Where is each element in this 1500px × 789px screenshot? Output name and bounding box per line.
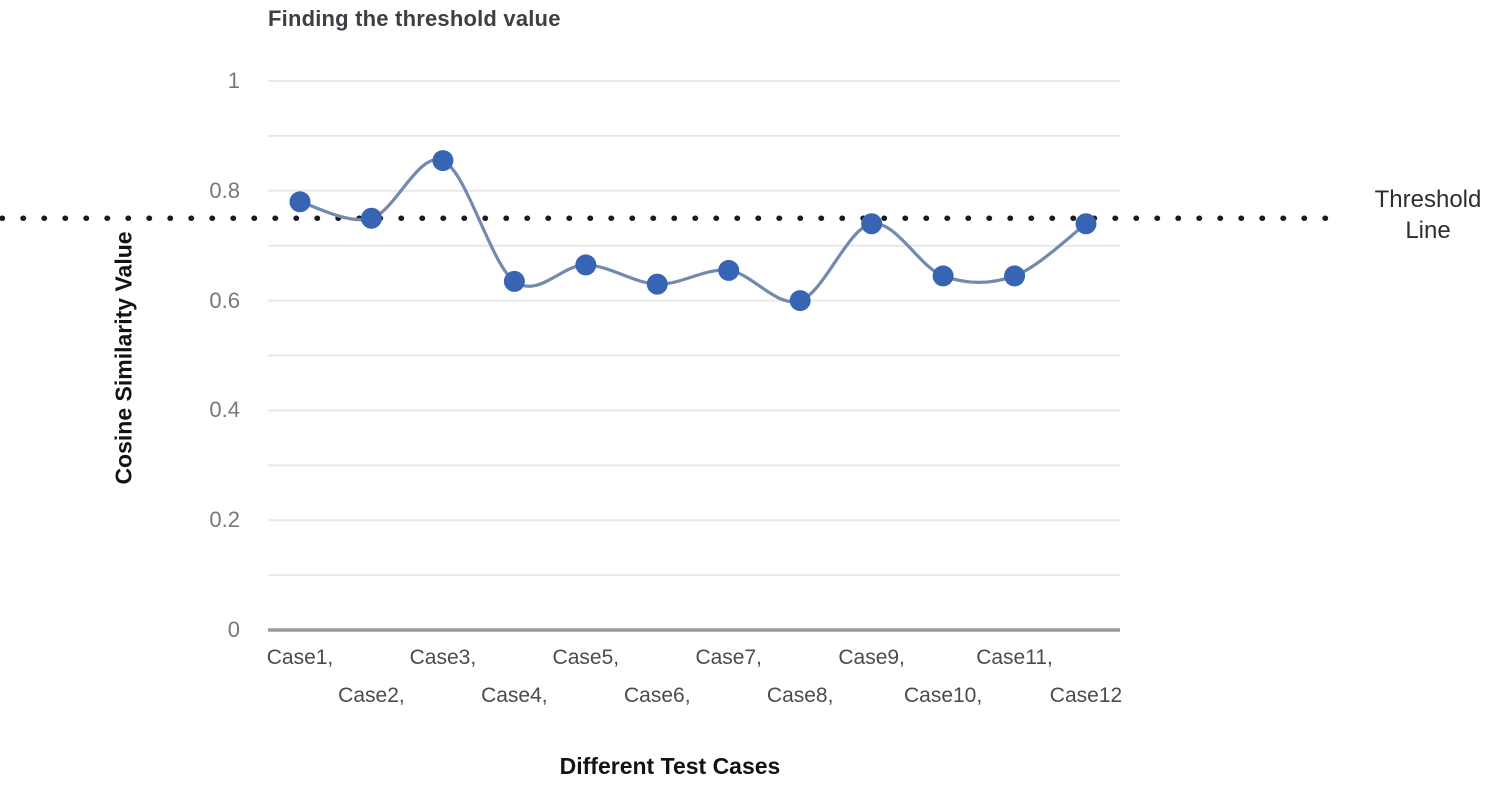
data-series-group xyxy=(289,150,1097,312)
x-category-label: Case9, xyxy=(838,646,905,669)
y-tick-label: 0.8 xyxy=(209,177,240,203)
x-category-label: Case8, xyxy=(766,684,834,707)
x-category-label: Case7, xyxy=(695,646,762,669)
x-category-label: Case12 xyxy=(1049,684,1123,707)
threshold-line-annotation: Threshold Line xyxy=(1374,186,1482,245)
chart-title: Finding the threshold value xyxy=(268,6,561,31)
data-point-case11 xyxy=(1004,265,1026,287)
x-category-label: Case3, xyxy=(409,646,477,669)
data-point-case7 xyxy=(718,259,740,281)
x-category-label: Case2, xyxy=(338,684,405,707)
data-point-case1 xyxy=(289,191,311,213)
y-tick-label: 0 xyxy=(227,617,240,642)
data-point-case2 xyxy=(360,207,382,229)
data-point-case9 xyxy=(861,213,883,235)
x-category-label: Case1, xyxy=(266,646,334,669)
data-point-case5 xyxy=(575,254,597,276)
data-point-case3 xyxy=(432,150,454,172)
data-point-case12 xyxy=(1075,213,1097,235)
x-category-label: Case5, xyxy=(552,646,620,669)
x-category-label: Case4, xyxy=(481,684,548,707)
data-point-case10 xyxy=(932,265,954,287)
data-point-case8 xyxy=(789,290,811,312)
series-line xyxy=(299,157,1087,304)
y-tick-label: 1 xyxy=(227,68,240,93)
y-tick-label: 0.2 xyxy=(209,507,240,533)
x-axis-title: Different Test Cases xyxy=(559,753,781,779)
x-category-label: Case11, xyxy=(976,646,1053,669)
y-tick-label: 0.6 xyxy=(209,287,240,313)
x-category-label: Case6, xyxy=(623,684,691,707)
y-tick-label: 0.4 xyxy=(209,397,240,423)
data-point-case4 xyxy=(503,270,525,292)
x-category-label: Case10, xyxy=(903,684,983,707)
data-point-case6 xyxy=(646,273,668,295)
gridlines-group xyxy=(268,80,1120,632)
